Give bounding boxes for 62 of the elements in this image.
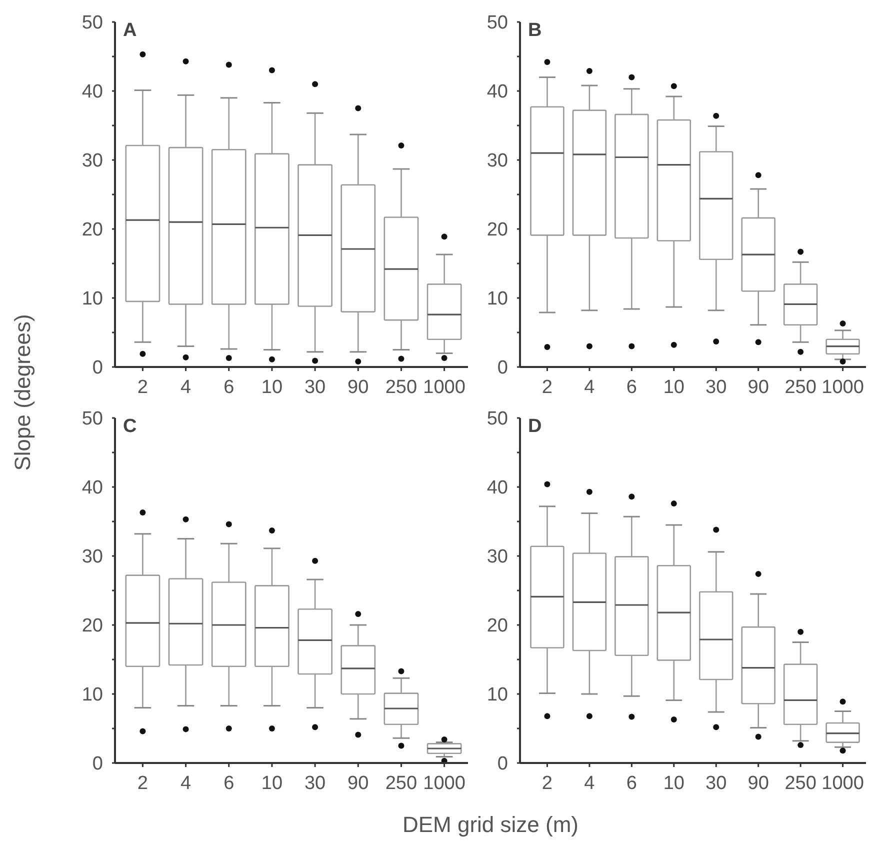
y-tick-label: 0 bbox=[497, 358, 508, 379]
y-tick-label: 0 bbox=[92, 754, 103, 775]
x-tick-label: 2 bbox=[542, 773, 553, 794]
x-tick-label: 2 bbox=[542, 377, 553, 398]
y-tick-label: 40 bbox=[486, 478, 508, 499]
x-tick-label: 30 bbox=[304, 773, 326, 794]
x-tick-label: 10 bbox=[261, 377, 283, 398]
x-tick-label: 6 bbox=[626, 377, 637, 398]
y-axis-title: Slope (degrees) bbox=[10, 314, 35, 471]
x-tick-label: 4 bbox=[584, 377, 596, 398]
x-tick-label: 1000 bbox=[423, 377, 466, 398]
x-tick-label: 6 bbox=[224, 773, 234, 794]
y-tick-label: 40 bbox=[82, 82, 103, 103]
y-tick-label: 20 bbox=[486, 220, 508, 241]
x-axis-title: DEM grid size (m) bbox=[402, 812, 579, 837]
x-tick-label: 30 bbox=[706, 377, 727, 398]
x-tick-label: 4 bbox=[180, 377, 192, 398]
x-tick-label: 2 bbox=[137, 773, 148, 794]
x-tick-label: 10 bbox=[663, 377, 684, 398]
x-tick-label: 250 bbox=[385, 773, 418, 794]
x-tick-label: 2 bbox=[137, 377, 148, 398]
y-tick-label: 10 bbox=[82, 684, 103, 706]
chart-title: C bbox=[123, 416, 137, 437]
y-tick-label: 20 bbox=[82, 616, 103, 637]
x-tick-label: 10 bbox=[261, 773, 283, 794]
y-tick-label: 0 bbox=[92, 358, 103, 379]
y-tick-label: 0 bbox=[497, 754, 508, 775]
x-tick-label: 30 bbox=[706, 773, 727, 794]
chart-title: D bbox=[528, 416, 542, 437]
y-tick-label: 10 bbox=[486, 288, 508, 310]
y-tick-label: 30 bbox=[82, 150, 103, 172]
x-tick-label: 250 bbox=[385, 377, 418, 398]
x-tick-label: 1000 bbox=[822, 377, 864, 398]
x-tick-label: 90 bbox=[748, 377, 769, 398]
x-tick-label: 4 bbox=[180, 773, 192, 794]
x-tick-label: 4 bbox=[584, 773, 596, 794]
x-tick-label: 90 bbox=[748, 773, 769, 794]
chart-title: B bbox=[528, 20, 542, 41]
x-tick-label: 6 bbox=[626, 773, 637, 794]
x-tick-label: 1000 bbox=[822, 773, 864, 794]
y-tick-label: 30 bbox=[486, 546, 508, 568]
y-tick-label: 20 bbox=[82, 220, 103, 241]
y-tick-label: 50 bbox=[82, 408, 103, 430]
x-tick-label: 250 bbox=[784, 377, 816, 398]
x-tick-label: 90 bbox=[348, 377, 369, 398]
x-tick-label: 250 bbox=[784, 773, 816, 794]
y-tick-label: 20 bbox=[486, 616, 508, 637]
x-tick-label: 90 bbox=[348, 773, 369, 794]
x-tick-label: 1000 bbox=[423, 773, 466, 794]
y-tick-label: 30 bbox=[82, 546, 103, 568]
x-tick-label: 30 bbox=[304, 377, 326, 398]
x-tick-label: 10 bbox=[663, 773, 684, 794]
y-tick-label: 30 bbox=[486, 150, 508, 172]
chart-title: A bbox=[123, 20, 137, 41]
y-tick-label: 40 bbox=[82, 478, 103, 499]
y-tick-label: 10 bbox=[486, 684, 508, 706]
y-tick-label: 40 bbox=[486, 82, 508, 103]
y-tick-label: 50 bbox=[486, 408, 508, 430]
y-tick-label: 50 bbox=[486, 12, 508, 34]
y-tick-label: 50 bbox=[82, 12, 103, 34]
x-tick-label: 6 bbox=[224, 377, 234, 398]
y-tick-label: 10 bbox=[82, 288, 103, 310]
